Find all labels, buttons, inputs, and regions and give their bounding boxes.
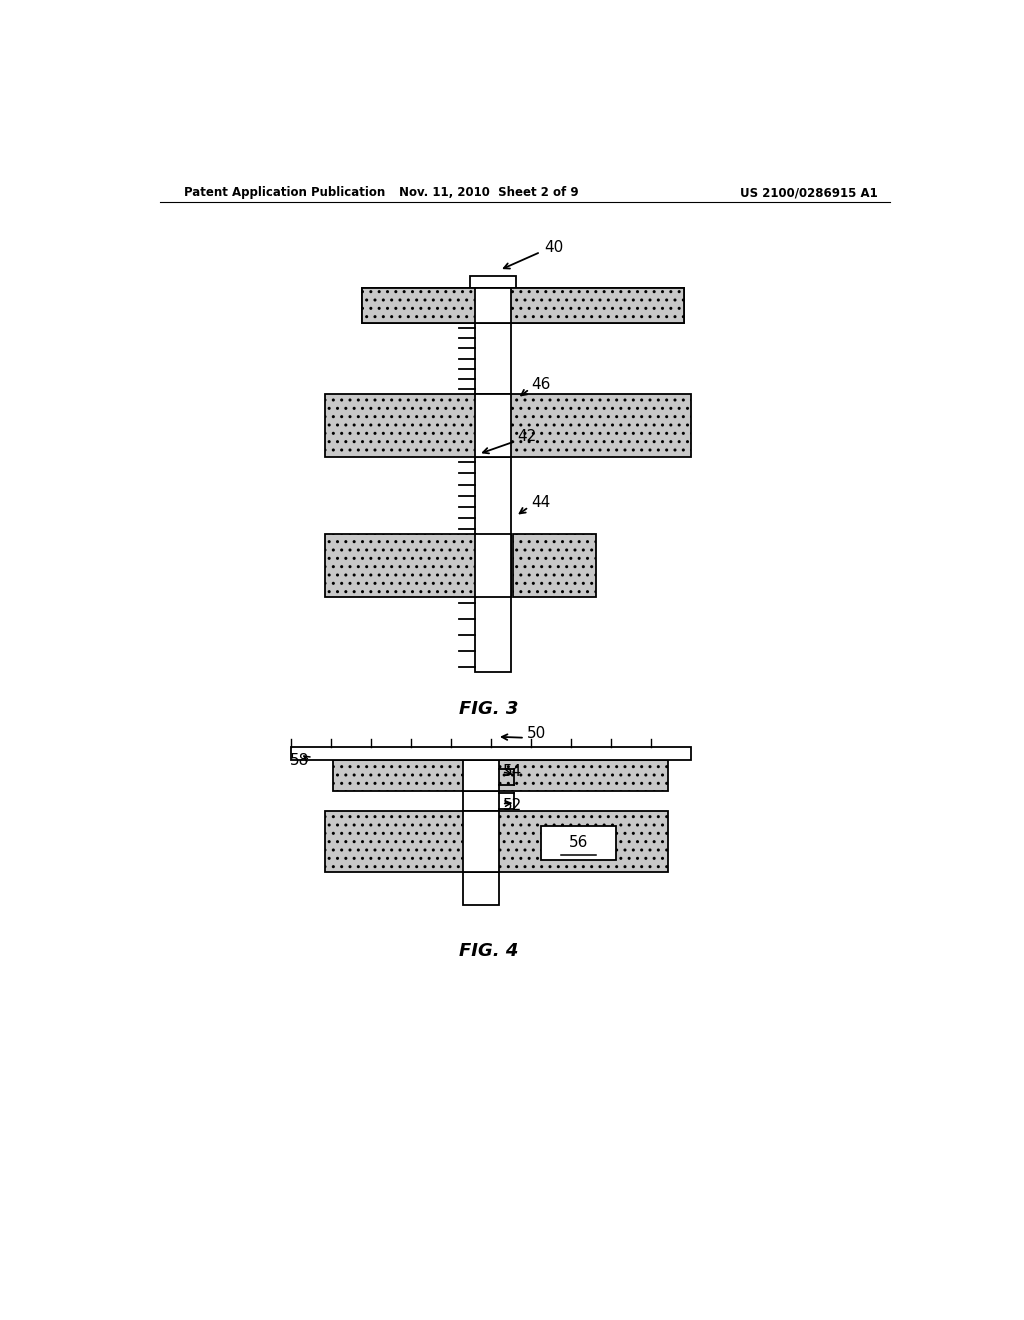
- Text: FIG. 3: FIG. 3: [460, 701, 519, 718]
- Bar: [310, 747, 331, 760]
- Bar: [470, 276, 516, 289]
- Bar: [351, 747, 371, 760]
- Text: Patent Application Publication: Patent Application Publication: [183, 186, 385, 199]
- Bar: [331, 747, 351, 760]
- Text: FIG. 4: FIG. 4: [460, 942, 519, 960]
- Bar: [291, 747, 310, 760]
- Bar: [475, 395, 511, 457]
- Bar: [463, 760, 500, 791]
- Bar: [333, 760, 668, 791]
- Bar: [475, 296, 511, 672]
- Bar: [325, 535, 475, 598]
- Bar: [551, 747, 571, 760]
- Text: 56: 56: [568, 836, 588, 850]
- Bar: [632, 747, 651, 760]
- Bar: [411, 747, 431, 760]
- Text: 54: 54: [504, 764, 522, 779]
- Bar: [492, 747, 511, 760]
- Text: Nov. 11, 2010  Sheet 2 of 9: Nov. 11, 2010 Sheet 2 of 9: [399, 186, 579, 199]
- Text: 44: 44: [531, 495, 550, 511]
- Bar: [511, 747, 531, 760]
- Text: 58: 58: [290, 752, 309, 768]
- Bar: [371, 747, 391, 760]
- Bar: [475, 289, 511, 323]
- Bar: [431, 747, 451, 760]
- Bar: [571, 747, 591, 760]
- Bar: [291, 747, 691, 760]
- Text: 40: 40: [545, 240, 564, 255]
- Text: US 2100/0286915 A1: US 2100/0286915 A1: [740, 186, 878, 199]
- Bar: [362, 289, 475, 323]
- Text: 52: 52: [504, 799, 522, 813]
- Text: 46: 46: [531, 376, 551, 392]
- Bar: [591, 747, 611, 760]
- Bar: [325, 810, 668, 873]
- Bar: [463, 763, 500, 906]
- Bar: [451, 747, 471, 760]
- Bar: [391, 747, 411, 760]
- Bar: [611, 747, 632, 760]
- Bar: [531, 747, 551, 760]
- Bar: [471, 747, 492, 760]
- Bar: [325, 395, 691, 457]
- Bar: [362, 289, 684, 323]
- Bar: [463, 810, 500, 873]
- Bar: [541, 826, 616, 859]
- Bar: [513, 535, 596, 598]
- Text: 42: 42: [518, 429, 537, 445]
- Bar: [672, 747, 691, 760]
- Bar: [651, 747, 672, 760]
- Text: 50: 50: [527, 726, 547, 742]
- Bar: [511, 289, 684, 323]
- Bar: [475, 535, 511, 598]
